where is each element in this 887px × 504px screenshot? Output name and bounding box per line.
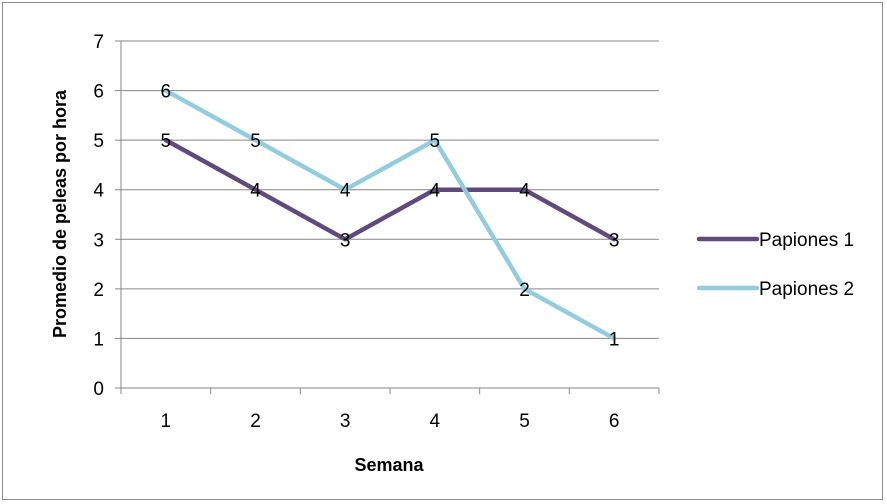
axes <box>115 40 660 394</box>
y-tick-label: 1 <box>93 329 104 350</box>
legend: Papiones 1 Papiones 2 <box>696 230 854 300</box>
legend-label: Papiones 1 <box>759 230 854 251</box>
x-tick-label: 6 <box>609 411 620 432</box>
x-axis-title: Semana <box>354 455 424 475</box>
y-tick-label: 2 <box>93 280 104 301</box>
x-tick-label: 3 <box>340 411 351 432</box>
data-label: 3 <box>340 230 351 251</box>
data-label: 4 <box>519 181 530 202</box>
y-tick-label: 0 <box>93 379 104 400</box>
y-tick-labels: 0 1 2 3 4 5 6 7 <box>93 32 104 400</box>
data-label: 4 <box>430 181 441 202</box>
series-line-1 <box>163 137 617 242</box>
series-line-2 <box>163 88 617 341</box>
data-label: 5 <box>430 131 441 152</box>
x-tick-label: 1 <box>161 411 172 432</box>
y-axis-title: Promedio de peleas por hora <box>50 89 70 338</box>
legend-label: Papiones 2 <box>759 279 854 300</box>
x-tick-labels: 1 2 3 4 5 6 <box>161 411 620 432</box>
data-label: 2 <box>519 280 530 301</box>
data-label: 6 <box>161 82 172 103</box>
data-label: 3 <box>609 230 620 251</box>
data-label: 5 <box>250 131 261 152</box>
x-tick-label: 5 <box>519 411 530 432</box>
y-tick-label: 4 <box>93 181 104 202</box>
data-label: 4 <box>340 181 351 202</box>
y-tick-label: 7 <box>93 32 104 53</box>
data-labels: 5 4 3 4 4 3 6 5 4 5 2 1 <box>161 82 620 351</box>
y-tick-label: 6 <box>93 82 104 103</box>
gridlines <box>121 40 659 339</box>
y-tick-label: 3 <box>93 230 104 251</box>
x-tick-label: 2 <box>250 411 261 432</box>
series-lines <box>163 88 617 341</box>
y-tick-label: 5 <box>93 131 104 152</box>
data-label: 5 <box>161 131 172 152</box>
data-label: 4 <box>250 181 261 202</box>
data-label: 1 <box>609 329 620 350</box>
x-tick-label: 4 <box>430 411 441 432</box>
